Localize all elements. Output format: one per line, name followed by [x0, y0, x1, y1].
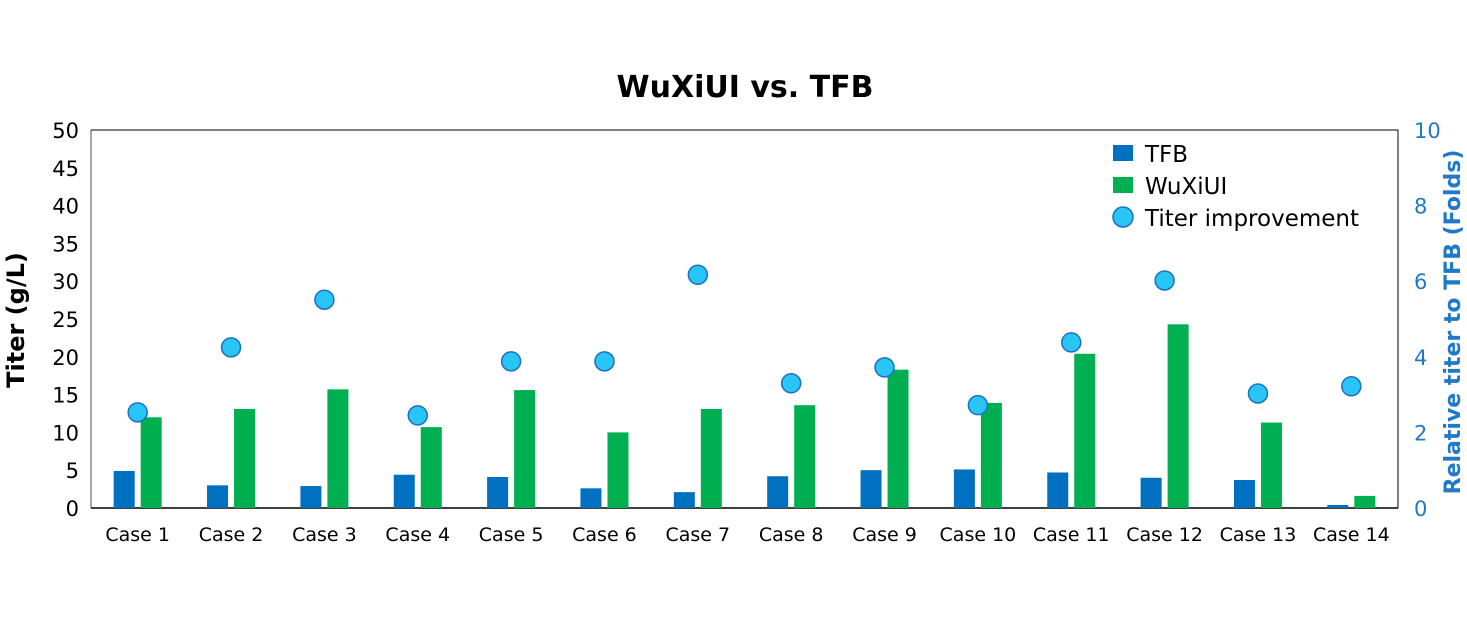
bar-tfb — [113, 470, 135, 508]
bar-tfb — [393, 474, 415, 508]
legend-label: WuXiUI — [1145, 174, 1227, 200]
y-axis-label: Titer (g/L) — [2, 252, 30, 388]
x-tick-label: Case 14 — [1313, 524, 1390, 546]
x-tick-label: Case 11 — [1033, 524, 1110, 546]
y2-tick-label: 4 — [1414, 346, 1427, 370]
bar-wuxiui — [607, 432, 629, 508]
y2-tick-label: 6 — [1414, 270, 1427, 294]
bar-tfb — [300, 486, 322, 508]
y-tick-label: 5 — [66, 459, 79, 483]
point-titer-improvement — [874, 357, 895, 378]
bar-tfb — [1047, 472, 1069, 508]
bar-wuxiui — [1074, 353, 1096, 508]
bar-wuxiui — [234, 408, 256, 508]
legend-swatch — [1113, 145, 1133, 161]
y-tick-label: 35 — [52, 232, 79, 256]
point-titer-improvement — [1061, 332, 1082, 353]
x-tick-label: Case 10 — [940, 524, 1017, 546]
bar-tfb — [207, 485, 229, 508]
point-titer-improvement — [220, 337, 242, 358]
bar-wuxiui — [1167, 324, 1189, 508]
bar-tfb — [1327, 504, 1349, 508]
y-tick-label: 10 — [52, 421, 79, 445]
bar-wuxiui — [327, 389, 349, 508]
y-tick-label: 40 — [52, 195, 79, 219]
legend-swatch — [1113, 177, 1133, 193]
y2-tick-label: 8 — [1414, 195, 1427, 219]
x-tick-label: Case 9 — [852, 524, 917, 546]
point-titer-improvement — [1341, 376, 1362, 397]
legend-label: Titer improvement — [1144, 206, 1359, 232]
bar-wuxiui — [1354, 495, 1376, 508]
bar-wuxiui — [980, 402, 1002, 508]
bar-wuxiui — [514, 390, 536, 508]
y2-tick-label: 10 — [1414, 119, 1441, 143]
bar-wuxiui — [1260, 422, 1282, 508]
legend-label: TFB — [1144, 142, 1188, 168]
x-tick-label: Case 13 — [1220, 524, 1297, 546]
x-tick-label: Case 5 — [479, 524, 544, 546]
y-tick-label: 20 — [52, 346, 79, 370]
x-tick-label: Case 7 — [666, 524, 731, 546]
x-tick-label: Case 6 — [572, 524, 637, 546]
x-tick-label: Case 12 — [1126, 524, 1203, 546]
point-titer-improvement — [1247, 383, 1269, 404]
bar-tfb — [1140, 477, 1162, 508]
x-tick-label: Case 8 — [759, 524, 824, 546]
y2-tick-label: 0 — [1414, 497, 1427, 521]
point-titer-improvement — [314, 289, 335, 310]
point-titer-improvement — [500, 351, 522, 372]
bar-wuxiui — [794, 405, 816, 508]
y2-tick-label: 2 — [1414, 421, 1427, 445]
x-tick-label: Case 4 — [385, 524, 450, 546]
plot-area: 0 5 10 15 20 25 30 35 40 45 50 0 2 4 6 8 10 Case 1 Case 2 C… — [52, 119, 1440, 546]
x-tick-label: Case 3 — [292, 524, 357, 546]
point-titer-improvement — [967, 394, 989, 416]
legend-marker — [1112, 206, 1134, 228]
bar-tfb — [767, 476, 789, 508]
bar-tfb — [953, 469, 975, 508]
bar-wuxiui — [887, 369, 909, 508]
bar-tfb — [1233, 480, 1255, 508]
bar-tfb — [673, 492, 695, 508]
chart-title: WuXiUI vs. TFB — [617, 70, 874, 105]
y-tick-label: 50 — [52, 119, 79, 143]
bar-wuxiui — [700, 408, 722, 508]
y2-axis-label: Relative titer to TFB (Folds) — [1441, 150, 1466, 495]
point-titer-improvement — [407, 405, 428, 426]
bar-tfb — [580, 488, 602, 508]
y-tick-label: 0 — [66, 497, 79, 521]
bar-wuxiui — [420, 427, 442, 508]
x-tick-label: Case 2 — [199, 524, 264, 546]
y-tick-label: 25 — [52, 308, 79, 332]
y-tick-label: 30 — [52, 270, 79, 294]
point-titer-improvement — [127, 402, 148, 423]
y-tick-label: 15 — [52, 384, 79, 408]
point-titer-improvement — [1154, 270, 1175, 291]
bar-tfb — [487, 477, 509, 508]
y-tick-label: 45 — [52, 157, 79, 181]
x-tick-label: Case 1 — [105, 524, 170, 546]
bar-wuxiui — [140, 417, 162, 508]
legend: TFB WuXiUI Titer improvement — [1112, 142, 1359, 232]
point-titer-improvement — [780, 373, 802, 394]
point-titer-improvement — [687, 264, 709, 286]
bar-tfb — [860, 470, 882, 508]
point-titer-improvement — [594, 351, 615, 372]
